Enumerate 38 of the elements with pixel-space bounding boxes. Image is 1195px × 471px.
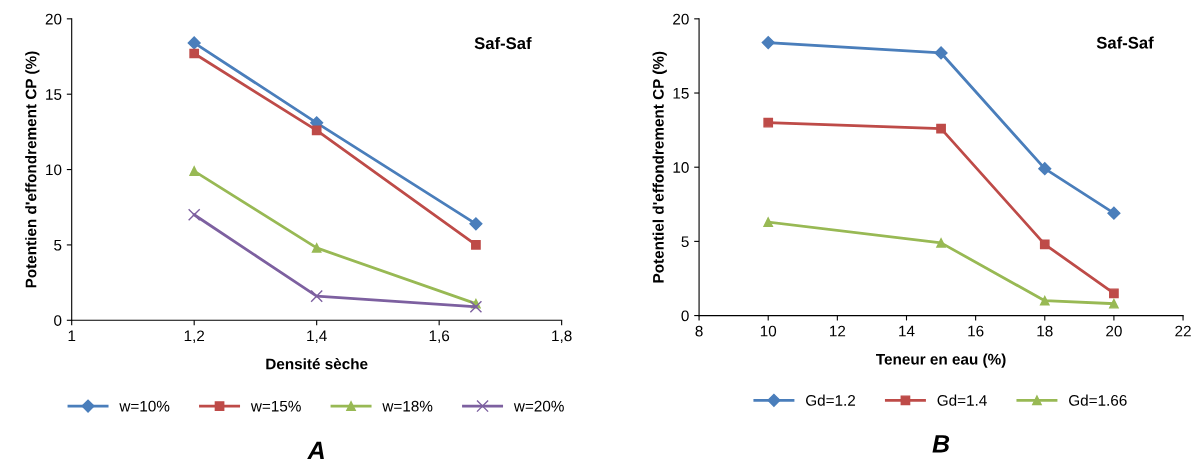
y-tick-label: 5 (681, 236, 689, 248)
annotation: Saf-Saf (1096, 36, 1154, 49)
x-tick-label: 20 (1106, 325, 1122, 337)
y-tick-label: 5 (54, 239, 62, 251)
legend-label: w=10% (119, 400, 170, 412)
x-tick-label: 10 (760, 325, 777, 337)
legend-label: w=15% (250, 400, 301, 412)
legend-label: w=20% (513, 400, 564, 412)
x-tick-label: 1,6 (429, 330, 450, 344)
x-tick-label: 1,4 (307, 330, 327, 344)
y-tick-label: 0 (54, 315, 62, 326)
legend-label: Gd=1.4 (937, 394, 987, 406)
x-tick-label: 16 (968, 325, 984, 337)
x-tick-label: 1,8 (552, 330, 572, 344)
y-tick-label: 10 (673, 162, 689, 173)
x-tick-label: 8 (695, 325, 703, 337)
x-tick-label: 12 (830, 325, 846, 337)
annotation: Saf-Saf (474, 36, 532, 50)
x-tick-label: 22 (1175, 325, 1191, 337)
x-tick-label: 14 (899, 325, 915, 337)
legend-label: w=18% (382, 400, 433, 412)
legend-label: Gd=1.2 (806, 394, 856, 406)
text: A (307, 441, 324, 459)
text: B (932, 435, 950, 453)
y-tick-label: 20 (673, 13, 689, 25)
y-tick-label: 15 (673, 88, 689, 99)
x-axis-title: Teneur en eau (%) (876, 353, 1006, 368)
y-tick-label: 0 (681, 310, 689, 322)
legend-label: Gd=1.66 (1069, 394, 1127, 406)
x-axis-title: Densité sèche (266, 358, 368, 370)
y-axis-title: Potentien d'effondrement CP (%) (25, 51, 40, 288)
y-tick-label: 15 (46, 89, 62, 100)
x-tick-label: 1,2 (184, 330, 205, 344)
x-tick-label: 18 (1037, 325, 1053, 337)
x-tick-label: 1 (68, 330, 76, 342)
y-tick-label: 10 (46, 164, 62, 176)
y-tick-label: 20 (45, 13, 62, 25)
y-axis-title: Potentiel d'effondrement CP (%) (652, 51, 667, 283)
